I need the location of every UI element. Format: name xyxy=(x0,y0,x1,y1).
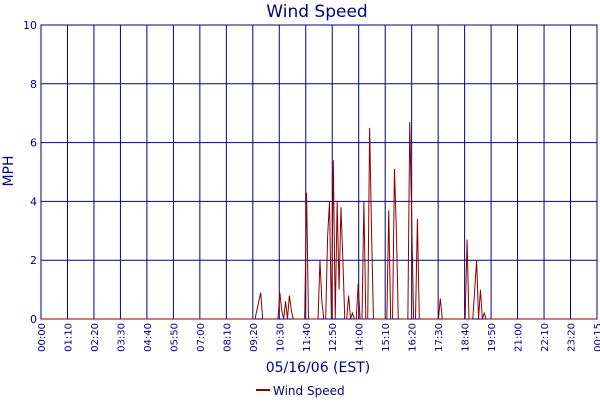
chart-title: Wind Speed xyxy=(266,2,367,22)
x-tick-label: 23:20 xyxy=(567,323,578,352)
x-tick-label: 01:10 xyxy=(63,323,74,352)
series-line xyxy=(41,122,597,320)
x-tick-label: 21:00 xyxy=(514,323,525,352)
x-axis-label: 05/16/06 (EST) xyxy=(266,360,371,376)
y-tick-label: 6 xyxy=(30,137,37,150)
x-tick-label: 14:00 xyxy=(355,323,366,352)
y-ticks: 0 2 4 6 8 10 xyxy=(23,19,37,326)
plot-frame xyxy=(40,24,598,320)
x-tick-label: 00:00 xyxy=(37,323,48,352)
x-tick-label: 19:50 xyxy=(487,323,498,352)
x-tick-label: 02:20 xyxy=(90,323,101,352)
x-tick-label: 17:30 xyxy=(434,323,445,352)
x-tick-label: 22:10 xyxy=(540,323,551,352)
x-ticks: 00:00 01:10 02:20 03:30 04:40 05:50 07:00 08:10… xyxy=(37,323,600,352)
y-tick-label: 4 xyxy=(30,195,37,208)
y-tick-label: 2 xyxy=(30,254,37,267)
x-tick-label: 08:10 xyxy=(222,323,233,352)
series-layer xyxy=(41,122,597,320)
x-tick-label: 12:50 xyxy=(328,323,339,352)
x-tick-label: 11:40 xyxy=(302,323,313,352)
x-tick-label: 07:00 xyxy=(196,323,207,352)
x-tick-label: 05:50 xyxy=(169,323,180,352)
x-tick-label: 10:30 xyxy=(275,323,286,352)
x-tick-label: 16:20 xyxy=(408,323,419,352)
legend-label: Wind Speed xyxy=(273,384,345,398)
x-tick-label: 00:15 xyxy=(593,323,600,352)
x-tick-label: 15:10 xyxy=(381,323,392,352)
legend: Wind Speed xyxy=(256,384,345,398)
x-tick-label: 04:40 xyxy=(143,323,154,352)
y-tick-label: 8 xyxy=(30,78,37,91)
y-axis-label: MPH xyxy=(1,155,17,186)
x-tick-label: 09:20 xyxy=(249,323,260,352)
y-tick-label: 10 xyxy=(23,19,37,32)
y-tick-label: 0 xyxy=(30,313,37,326)
x-tick-label: 03:30 xyxy=(116,323,127,352)
x-tick-label: 18:40 xyxy=(461,323,472,352)
